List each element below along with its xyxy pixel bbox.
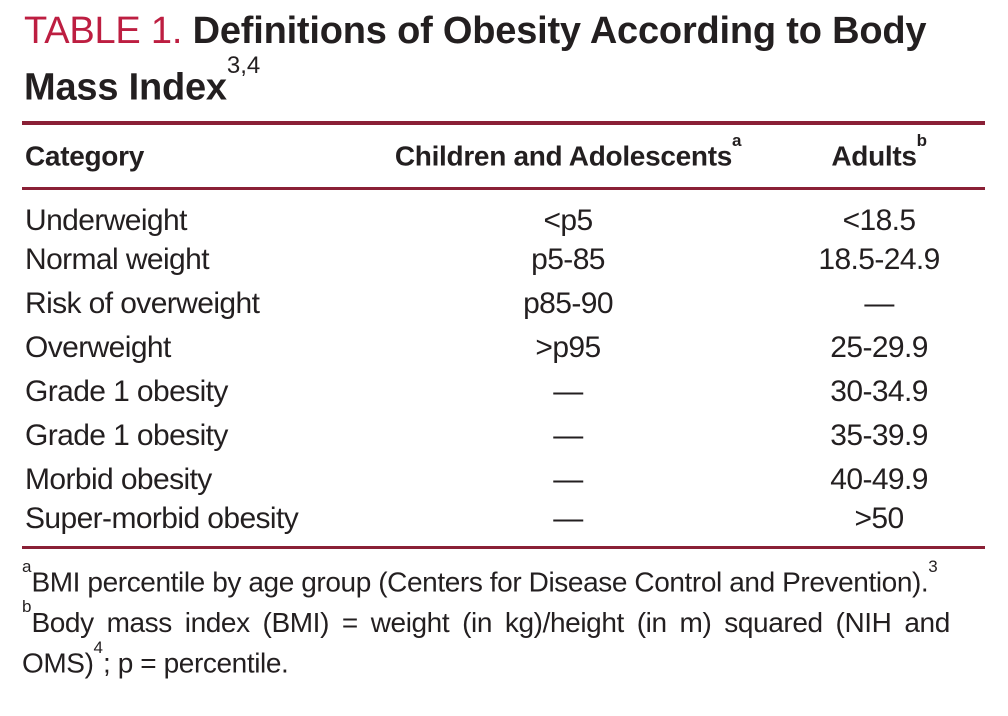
category-cell: Morbid obesity	[25, 463, 212, 497]
category-cell: Super-morbid obesity	[25, 502, 299, 536]
children-cell: >p95	[535, 331, 601, 365]
adults-cell: 18.5-24.9	[818, 243, 940, 277]
adults-cell: —	[864, 287, 894, 321]
footnote-a: aBMI percentile by age group (Centers fo…	[22, 557, 985, 599]
column-header-label: Category	[25, 140, 144, 172]
footnotes: aBMI percentile by age group (Centers fo…	[22, 557, 985, 680]
adults-cell: <18.5	[842, 204, 917, 238]
adults-cell: 40-49.9	[830, 463, 928, 497]
footnote-text: ; p = percentile.	[102, 647, 289, 679]
footnote-superscript: 4	[93, 637, 103, 657]
table-row: Morbid obesity — 40-49.9	[22, 458, 985, 502]
column-header-children: Children and Adolescentsa	[362, 122, 774, 191]
table-figure: TABLE 1. Definitions of Obesity Accordin…	[22, 8, 986, 680]
column-header-adults: Adultsb	[773, 122, 985, 191]
table-row: Super-morbid obesity — >50	[22, 502, 985, 548]
title-superscript: 3,4	[226, 52, 261, 79]
category-cell: Grade 1 obesity	[25, 375, 228, 409]
footnote-text: Body mass index (BMI) = weight (in kg)/h…	[31, 606, 950, 638]
footnote-marker: a	[22, 557, 32, 577]
table-row: Underweight <p5 <18.5	[22, 189, 985, 239]
table-row: Grade 1 obesity — 35-39.9	[22, 414, 985, 458]
children-cell: —	[553, 502, 583, 536]
children-cell: p5-85	[531, 243, 605, 277]
table-row: Overweight >p95 25-29.9	[22, 326, 985, 370]
category-cell: Overweight	[25, 331, 171, 365]
table-title-line2: Mass Index	[24, 66, 227, 109]
table-row: Grade 1 obesity — 30-34.9	[22, 370, 985, 414]
table-label: TABLE 1.	[24, 10, 183, 52]
table-title-line1: Definitions of Obesity According to Body	[192, 10, 927, 52]
category-cell: Underweight	[25, 204, 187, 238]
table-row: Normal weight p5-85 18.5-24.9	[22, 238, 985, 282]
definitions-table: Category Children and Adolescentsa Adult…	[22, 120, 985, 550]
footnote-text: BMI percentile by age group (Centers for…	[31, 566, 929, 598]
children-cell: p85-90	[523, 287, 613, 321]
children-cell: <p5	[543, 204, 593, 238]
header-row: Category Children and Adolescentsa Adult…	[22, 122, 985, 191]
footnote-superscript: 3	[928, 557, 938, 577]
column-header-label: Adults	[831, 140, 917, 172]
footnote-line1: bBody mass index (BMI) = weight (in kg)/…	[22, 597, 950, 638]
adults-cell: 25-29.9	[830, 331, 928, 365]
children-cell: —	[553, 419, 583, 453]
adults-cell: 30-34.9	[830, 375, 928, 409]
category-cell: Normal weight	[25, 243, 210, 277]
category-cell: Risk of overweight	[25, 287, 260, 321]
table-title: TABLE 1. Definitions of Obesity Accordin…	[24, 8, 986, 112]
column-header-label: Children and Adolescents	[394, 140, 732, 172]
column-header-superscript: a	[732, 130, 742, 150]
column-header-category: Category	[22, 122, 363, 191]
column-header-superscript: b	[916, 130, 927, 150]
adults-cell: 35-39.9	[830, 419, 928, 453]
category-cell: Grade 1 obesity	[25, 419, 228, 453]
footnote-b: bBody mass index (BMI) = weight (in kg)/…	[22, 597, 985, 680]
footnote-text: OMS)	[22, 647, 94, 679]
children-cell: —	[553, 375, 583, 409]
children-cell: —	[553, 463, 583, 497]
adults-cell: >50	[854, 502, 905, 536]
table-row: Risk of overweight p85-90 —	[22, 282, 985, 326]
footnote-marker: b	[22, 597, 32, 617]
